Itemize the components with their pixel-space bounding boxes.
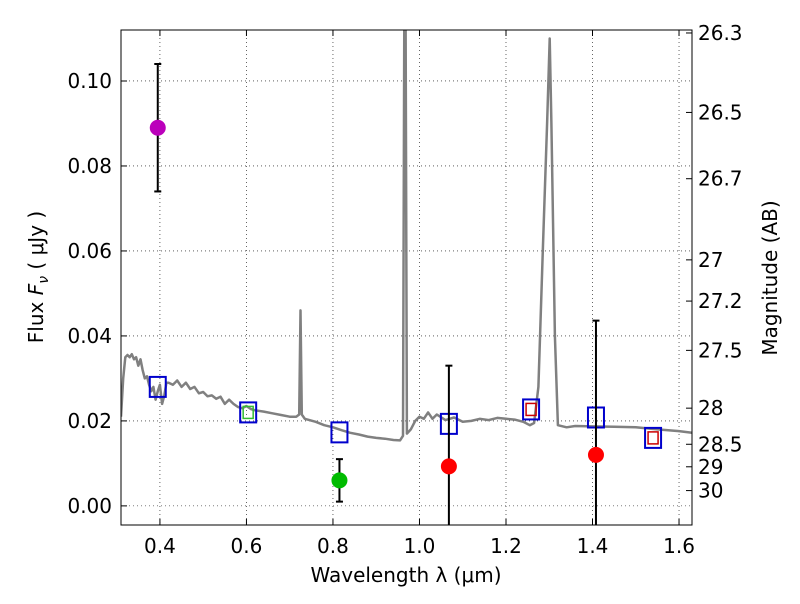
y2-tick-label: 29 [698, 455, 723, 479]
observed-point [587, 446, 604, 463]
y2-tick-label: 28 [698, 396, 723, 420]
y2-tick-label: 26.7 [698, 167, 743, 191]
observed-point [331, 472, 348, 489]
inner-marker-square [242, 405, 254, 420]
y-tick-label: 0.08 [67, 154, 112, 178]
x-tick-label: 0.6 [231, 534, 263, 558]
x-tick-label: 0.8 [317, 534, 349, 558]
x-tick-label: 1.2 [490, 534, 522, 558]
plot-area [121, 30, 692, 525]
y2-tick-label: 27.2 [698, 289, 743, 313]
ticks: 0.4 0.6 0.8 1.0 1.2 1.4 1.6 0.00 0.02 0.04 0.06 0.0… [67, 21, 742, 558]
y2-tick-label: 26.5 [698, 100, 743, 124]
y2-axis-label: Magnitude (AB) [758, 200, 782, 355]
model-photometry-square [330, 421, 349, 444]
plot-frame [120, 29, 693, 526]
model-photometry-square [148, 375, 167, 398]
model-photometry-square [239, 401, 258, 424]
y-axis-label: Flux Fν ( μJy ) [24, 211, 52, 343]
x-axis-label: Wavelength λ (μm) [310, 563, 501, 587]
y-tick-label: 0.00 [67, 494, 112, 518]
inner-marker-square [647, 431, 659, 445]
observed-point [149, 119, 166, 136]
observed-point [440, 458, 457, 475]
y2-tick-label: 28.5 [698, 432, 743, 456]
x-tick-label: 1.4 [577, 534, 609, 558]
y-tick-label: 0.10 [67, 69, 112, 93]
y2-tick-label: 27 [698, 248, 723, 272]
y-tick-label: 0.02 [67, 409, 112, 433]
y-tick-label: 0.04 [67, 324, 112, 348]
x-tick-label: 0.4 [144, 534, 176, 558]
model-photometry-square [522, 398, 541, 421]
y2-tick-label: 27.5 [698, 338, 743, 362]
y2-tick-label: 26.3 [698, 21, 743, 45]
x-tick-label: 1.6 [663, 534, 695, 558]
x-tick-label: 1.0 [404, 534, 436, 558]
y-tick-label: 0.06 [67, 239, 112, 263]
sed-model-line [121, 30, 692, 442]
model-photometry-square [644, 426, 663, 449]
inner-marker-square [525, 402, 537, 417]
y2-tick-label: 30 [698, 479, 723, 503]
